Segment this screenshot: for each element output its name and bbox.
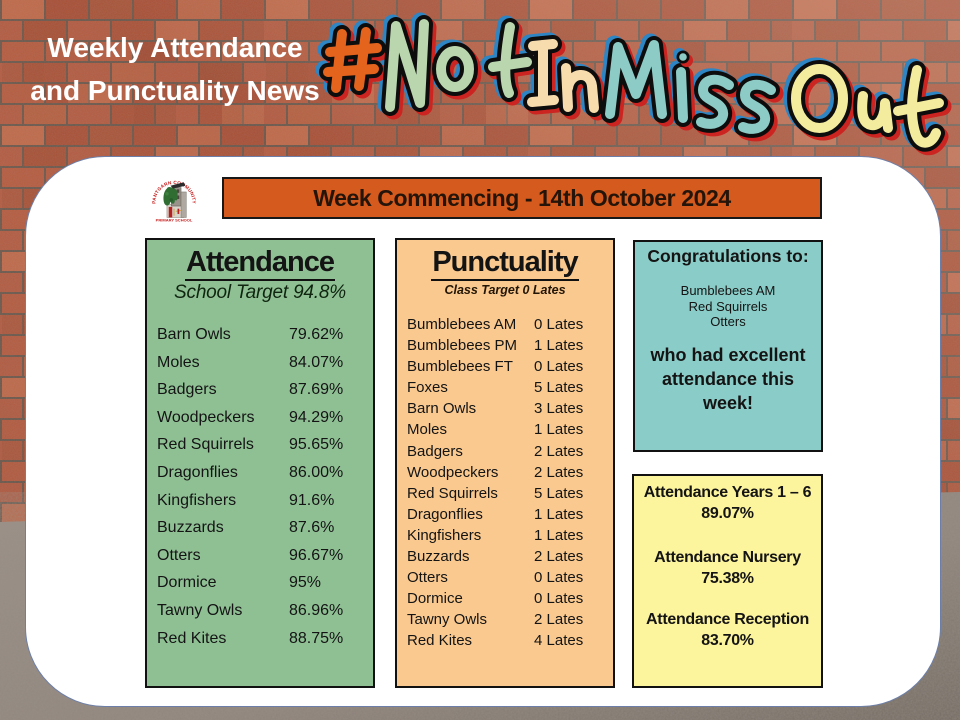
svg-text:PRIMARY SCHOOL: PRIMARY SCHOOL	[156, 217, 193, 222]
